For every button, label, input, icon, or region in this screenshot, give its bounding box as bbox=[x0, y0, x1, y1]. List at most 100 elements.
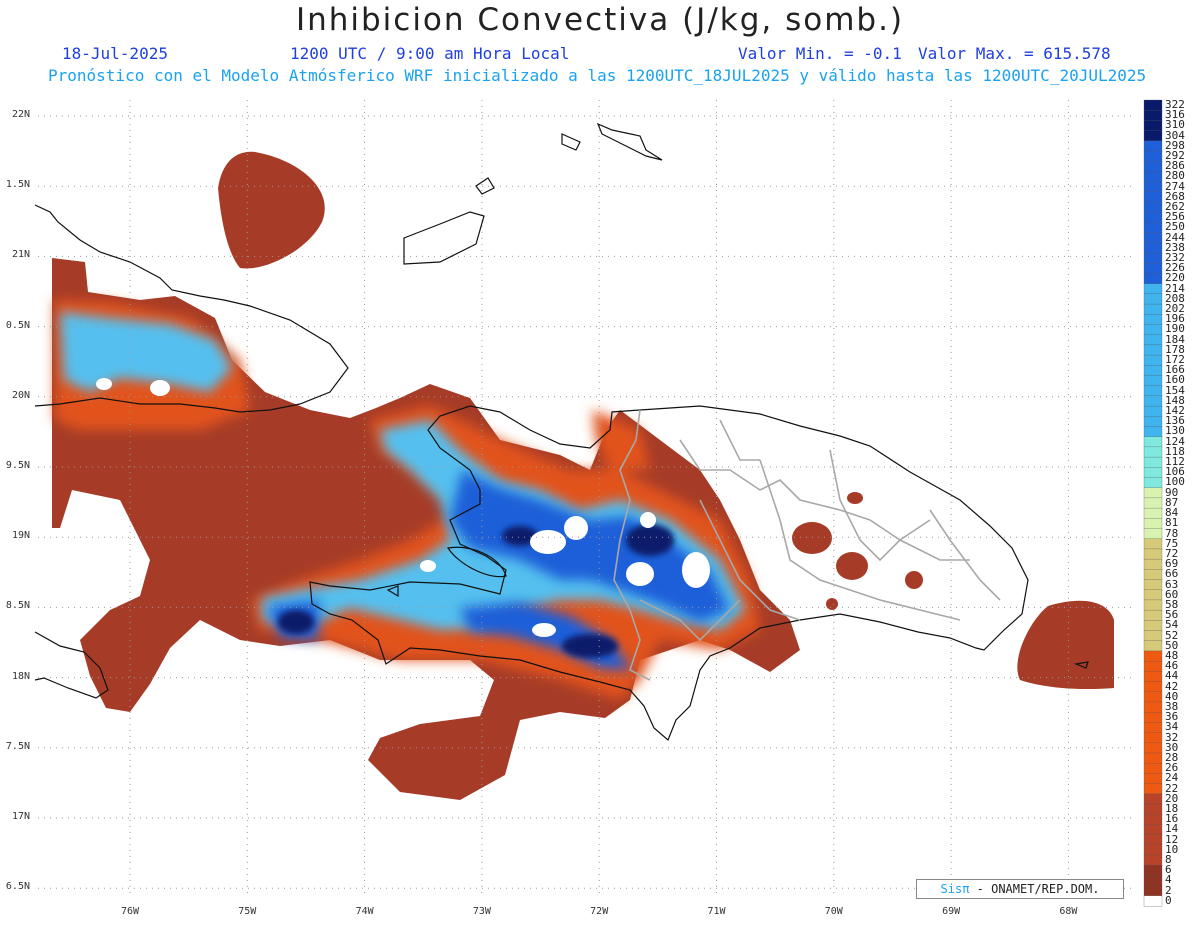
colorbar-swatch bbox=[1143, 722, 1163, 734]
colorbar-label: 10 bbox=[1165, 842, 1179, 856]
lon-label: 73W bbox=[472, 906, 491, 917]
colorbar-label: 274 bbox=[1165, 179, 1185, 193]
colorbar-swatch bbox=[1143, 609, 1163, 621]
gonave-island bbox=[446, 546, 507, 578]
colorbar-label: 72 bbox=[1165, 546, 1179, 560]
colorbar-label: 148 bbox=[1165, 393, 1185, 407]
colorbar-label: 38 bbox=[1165, 699, 1179, 713]
colorbar-swatch bbox=[1143, 487, 1163, 499]
colorbar-label: 130 bbox=[1165, 424, 1185, 438]
cin-spot-3 bbox=[905, 571, 923, 589]
colorbar-swatch bbox=[1143, 303, 1163, 315]
colorbar-swatch bbox=[1143, 426, 1163, 438]
colorbar-swatch bbox=[1143, 640, 1163, 652]
min-value: Valor Min. = -0.1 bbox=[738, 44, 902, 63]
province-borders bbox=[613, 409, 1001, 681]
colorbar-swatch bbox=[1143, 773, 1163, 785]
colorbar-swatch bbox=[1143, 620, 1163, 632]
colorbar-swatch bbox=[1143, 875, 1163, 887]
colorbar-swatch bbox=[1143, 814, 1163, 826]
colorbar-label: 54 bbox=[1165, 618, 1179, 632]
cin-region-east bbox=[1017, 600, 1114, 690]
colorbar-swatch bbox=[1143, 222, 1163, 234]
lat-label: 18N bbox=[11, 670, 30, 682]
colorbar-label: 232 bbox=[1165, 251, 1185, 265]
colorbar-label: 220 bbox=[1165, 271, 1185, 285]
cin-spot-1 bbox=[792, 522, 832, 554]
colorbar-swatch bbox=[1143, 314, 1163, 326]
colorbar-label: 6 bbox=[1165, 863, 1172, 877]
colorbar-label: 46 bbox=[1165, 659, 1179, 673]
small-island-1 bbox=[475, 177, 495, 195]
lon-label: 74W bbox=[355, 906, 374, 917]
colorbar-swatch bbox=[1143, 171, 1163, 183]
colorbar-label: 24 bbox=[1165, 771, 1179, 785]
colorbar-label: 28 bbox=[1165, 750, 1179, 764]
colorbar-swatch bbox=[1143, 334, 1163, 346]
colorbar-label: 18 bbox=[1165, 801, 1179, 815]
cuba-coastline bbox=[34, 204, 349, 413]
lon-label: 72W bbox=[590, 906, 609, 917]
credit-box: Sisπ - ONAMET/REP.DOM. bbox=[916, 879, 1124, 899]
lon-label: 68W bbox=[1059, 906, 1078, 917]
colorbar-swatch bbox=[1143, 150, 1163, 162]
colorbar-label: 298 bbox=[1165, 138, 1185, 152]
colorbar-label: 84 bbox=[1165, 506, 1179, 520]
colorbar-label: 190 bbox=[1165, 322, 1185, 336]
colorbar-label: 4 bbox=[1165, 873, 1172, 887]
cin-region-north bbox=[218, 151, 325, 269]
colorbar-swatch bbox=[1143, 252, 1163, 264]
lat-label: 19N bbox=[11, 530, 30, 542]
colorbar-swatch bbox=[1143, 599, 1163, 611]
colorbar-swatch bbox=[1143, 354, 1163, 366]
colorbar bbox=[1143, 99, 1163, 907]
colorbar-swatch bbox=[1143, 712, 1163, 724]
colorbar-swatch bbox=[1143, 742, 1163, 754]
colorbar-swatch bbox=[1143, 569, 1163, 581]
colorbar-label: 90 bbox=[1165, 485, 1179, 499]
colorbar-swatch bbox=[1143, 701, 1163, 713]
lat-label: 8.5N bbox=[5, 600, 30, 612]
colorbar-label: 304 bbox=[1165, 128, 1185, 142]
colorbar-label: 310 bbox=[1165, 118, 1185, 132]
colorbar-label: 34 bbox=[1165, 720, 1179, 734]
colorbar-swatch bbox=[1143, 212, 1163, 224]
east-islet bbox=[1073, 661, 1089, 669]
colorbar-swatch bbox=[1143, 344, 1163, 356]
graticule bbox=[38, 100, 1135, 898]
deep-blue-core bbox=[278, 524, 674, 658]
colorbar-swatch bbox=[1143, 854, 1163, 866]
colorbar-swatch bbox=[1143, 630, 1163, 642]
colorbar-swatch bbox=[1143, 497, 1163, 509]
colorbar-swatch bbox=[1143, 528, 1163, 540]
lat-label: 21N bbox=[11, 249, 30, 261]
colorbar-label: 154 bbox=[1165, 383, 1185, 397]
colorbar-swatch bbox=[1143, 120, 1163, 132]
jamaica-coastline bbox=[34, 631, 109, 699]
colorbar-label: 160 bbox=[1165, 373, 1185, 387]
lon-label: 69W bbox=[942, 906, 961, 917]
colorbar-label: 36 bbox=[1165, 710, 1179, 724]
colorbar-swatch bbox=[1143, 161, 1163, 173]
colorbar-swatch bbox=[1143, 803, 1163, 815]
colorbar-label: 136 bbox=[1165, 414, 1185, 428]
colorbar-swatch bbox=[1143, 181, 1163, 193]
colorbar-swatch bbox=[1143, 660, 1163, 672]
colorbar-label: 142 bbox=[1165, 404, 1185, 418]
colorbar-swatch bbox=[1143, 885, 1163, 897]
colorbar-swatch bbox=[1143, 232, 1163, 244]
colorbar-swatch bbox=[1143, 681, 1163, 693]
colorbar-label: 12 bbox=[1165, 832, 1179, 846]
colorbar-label: 48 bbox=[1165, 648, 1179, 662]
colorbar-swatch bbox=[1143, 385, 1163, 397]
colorbar-swatch bbox=[1143, 793, 1163, 805]
colorbar-label: 87 bbox=[1165, 495, 1179, 509]
great-inagua bbox=[403, 211, 485, 265]
colorbar-label: 8 bbox=[1165, 852, 1172, 866]
colorbar-label: 44 bbox=[1165, 669, 1179, 683]
colorbar-label: 78 bbox=[1165, 526, 1179, 540]
colorbar-label: 166 bbox=[1165, 363, 1185, 377]
colorbar-label: 208 bbox=[1165, 291, 1185, 305]
colorbar-label: 316 bbox=[1165, 108, 1185, 122]
